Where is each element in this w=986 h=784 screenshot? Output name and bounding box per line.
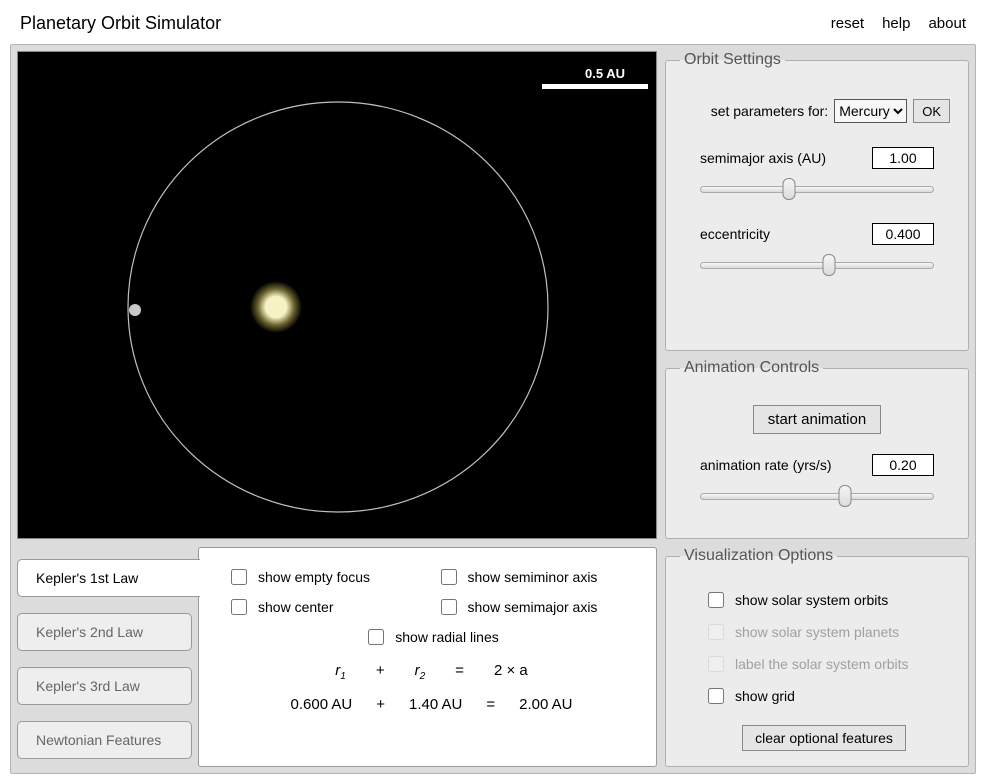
chk-show-grid[interactable]: show grid: [704, 685, 944, 707]
planet-icon: [129, 304, 141, 316]
animation-controls-panel: Animation Controls start animation anima…: [665, 359, 969, 539]
bottom-row: Kepler's 1st Law Kepler's 2nd Law Kepler…: [17, 547, 969, 767]
eccentricity-value[interactable]: 0.400: [872, 223, 934, 245]
animation-rate-value[interactable]: 0.20: [872, 454, 934, 476]
sun-core: [265, 296, 287, 318]
chk-show-planets: show solar system planets: [704, 621, 944, 643]
app-root: Planetary Orbit Simulator reset help abo…: [0, 0, 986, 784]
eccentricity-block: eccentricity 0.400: [680, 223, 954, 275]
scale-bar: 0.5 AU: [542, 66, 648, 89]
preset-ok-button[interactable]: OK: [913, 99, 950, 123]
semimajor-block: semimajor axis (AU) 1.00: [680, 147, 954, 199]
tab-newtonian[interactable]: Newtonian Features: [17, 721, 192, 759]
orbit-canvas: 0.5 AU: [17, 51, 657, 539]
equation-symbolic: r1 + r2 = 2 × a: [227, 662, 636, 682]
r2-value: 1.40 AU: [409, 696, 462, 713]
animation-rate-slider[interactable]: [700, 486, 934, 506]
semimajor-value[interactable]: 1.00: [872, 147, 934, 169]
right-column: Orbit Settings set parameters for: Mercu…: [665, 51, 969, 539]
semimajor-label: semimajor axis (AU): [700, 150, 826, 166]
preset-label: set parameters for:: [711, 103, 829, 119]
equation-numeric: 0.600 AU + 1.40 AU = 2.00 AU: [227, 696, 636, 713]
chk-semimajor[interactable]: show semimajor axis: [437, 596, 637, 618]
kepler1-panel: show empty focus show semiminor axis sho…: [198, 547, 657, 767]
tab-kepler3[interactable]: Kepler's 3rd Law: [17, 667, 192, 705]
help-link[interactable]: help: [882, 15, 910, 32]
start-animation-button[interactable]: start animation: [753, 405, 881, 434]
semimajor-slider[interactable]: [700, 179, 934, 199]
scale-bar-line: [542, 84, 648, 89]
eccentricity-slider[interactable]: [700, 255, 934, 275]
reset-link[interactable]: reset: [831, 15, 864, 32]
r1-value: 0.600 AU: [291, 696, 353, 713]
top-row: 0.5 AU Orbit Settings set parameters for…: [17, 51, 969, 539]
animation-rate-label: animation rate (yrs/s): [700, 457, 831, 473]
tab-kepler1[interactable]: Kepler's 1st Law: [17, 559, 200, 597]
scale-bar-label: 0.5 AU: [585, 66, 625, 81]
chk-empty-focus[interactable]: show empty focus: [227, 566, 427, 588]
header-links: reset help about: [831, 15, 966, 32]
about-link[interactable]: about: [928, 15, 966, 32]
tab-kepler2[interactable]: Kepler's 2nd Law: [17, 613, 192, 651]
preset-select[interactable]: Mercury: [834, 99, 907, 123]
law-tabs: Kepler's 1st Law Kepler's 2nd Law Kepler…: [17, 547, 657, 767]
sum-value: 2.00 AU: [519, 696, 572, 713]
visualization-options-legend: Visualization Options: [680, 547, 837, 565]
tab-stack: Kepler's 1st Law Kepler's 2nd Law Kepler…: [17, 559, 199, 759]
orbit-svg: 0.5 AU: [18, 52, 658, 540]
main-frame: 0.5 AU Orbit Settings set parameters for…: [10, 44, 976, 774]
chk-semiminor[interactable]: show semiminor axis: [437, 566, 637, 588]
animation-controls-legend: Animation Controls: [680, 359, 823, 377]
chk-label-orbits: label the solar system orbits: [704, 653, 944, 675]
preset-row: set parameters for: Mercury OK: [680, 99, 954, 123]
chk-center[interactable]: show center: [227, 596, 427, 618]
header: Planetary Orbit Simulator reset help abo…: [0, 0, 986, 44]
chk-radial[interactable]: show radial lines: [364, 626, 499, 648]
orbit-settings-legend: Orbit Settings: [680, 51, 785, 69]
visualization-options-panel: Visualization Options show solar system …: [665, 547, 969, 767]
app-title: Planetary Orbit Simulator: [20, 13, 221, 34]
orbit-settings-panel: Orbit Settings set parameters for: Mercu…: [665, 51, 969, 351]
clear-optional-button[interactable]: clear optional features: [742, 725, 906, 751]
orbit-path: [128, 102, 548, 512]
eccentricity-label: eccentricity: [700, 226, 770, 242]
chk-show-orbits[interactable]: show solar system orbits: [704, 589, 944, 611]
